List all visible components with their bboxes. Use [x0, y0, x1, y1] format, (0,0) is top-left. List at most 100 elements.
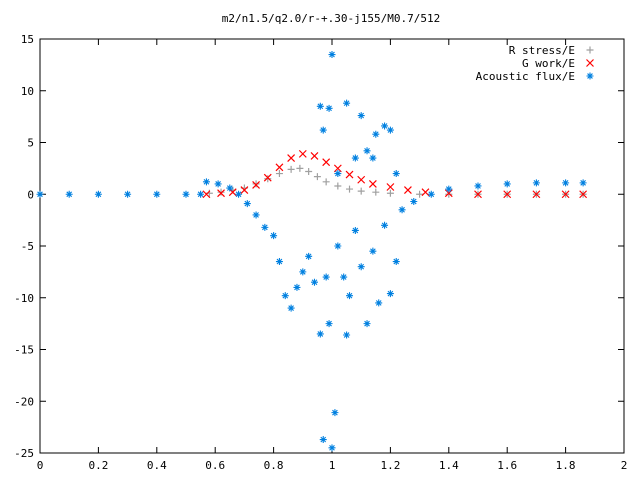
data-point: [398, 206, 406, 214]
data-point: [252, 211, 260, 219]
data-point: [357, 263, 365, 271]
data-point: [275, 170, 283, 178]
data-point: [298, 149, 307, 158]
data-point: [322, 158, 331, 167]
data-point: [386, 189, 394, 197]
data-point: [182, 190, 190, 198]
data-point: [214, 180, 222, 188]
y-tick-label: 5: [27, 137, 34, 150]
x-tick-label: 1: [329, 459, 336, 472]
data-point: [427, 190, 435, 198]
data-point: [375, 299, 383, 307]
data-point: [325, 320, 333, 328]
data-point: [474, 182, 482, 190]
data-point: [369, 247, 377, 255]
data-point: [363, 147, 371, 155]
data-point: [346, 185, 354, 193]
y-tick-label: 15: [21, 33, 34, 46]
data-point: [334, 242, 342, 250]
data-point: [386, 126, 394, 134]
axes: 0 0.2 0.4 0.6 0.8 1 1.2 1.4 1.6 1.8 2 15 10 5 0 -5 -10 -1…: [14, 33, 627, 472]
data-point: [322, 273, 330, 281]
data-point: [252, 180, 260, 188]
data-point: [252, 181, 261, 189]
data-point: [503, 190, 512, 199]
data-point: [532, 179, 540, 187]
data-point: [202, 190, 211, 199]
data-point: [579, 190, 588, 199]
data-point: [281, 292, 289, 300]
data-point: [305, 252, 313, 260]
data-point: [305, 167, 313, 175]
data-point: [275, 258, 283, 266]
y-tick-label: -10: [14, 292, 34, 305]
chart-title: m2/n1.5/q2.0/r-+.30-j155/M0.7/512: [222, 12, 441, 25]
data-point: [421, 188, 430, 197]
data-point: [381, 122, 389, 130]
data-point: [343, 331, 351, 339]
data-point: [296, 164, 304, 172]
legend-marker: [586, 72, 594, 80]
data-point: [310, 152, 319, 160]
data-point: [345, 170, 354, 179]
data-point: [334, 182, 342, 190]
data-point: [202, 178, 210, 186]
y-tick-label: -20: [14, 395, 34, 408]
data-point: [287, 154, 296, 162]
y-tick-label: 10: [21, 85, 34, 98]
x-tick-label: 0.4: [147, 459, 167, 472]
data-point: [351, 154, 359, 162]
data-point: [503, 180, 511, 188]
data-point: [36, 190, 44, 198]
y-tick-label: -5: [21, 240, 34, 253]
data-point: [368, 179, 377, 188]
data-point: [197, 190, 205, 198]
x-tick-label: 0.8: [264, 459, 284, 472]
data-point: [403, 186, 412, 195]
data-point: [445, 185, 453, 193]
x-tick-label: 1.2: [380, 459, 400, 472]
data-point: [474, 190, 482, 199]
data-point: [240, 186, 249, 195]
data-point: [217, 189, 225, 198]
series-2: [36, 51, 587, 452]
data-point: [346, 292, 354, 300]
data-point: [316, 102, 324, 110]
data-point: [65, 190, 73, 198]
data-point: [228, 188, 237, 197]
data-point: [340, 273, 348, 281]
x-tick-label: 1.8: [556, 459, 576, 472]
x-tick-label: 0.6: [205, 459, 225, 472]
data-point: [561, 190, 570, 199]
data-point: [235, 190, 243, 198]
data-point: [316, 330, 324, 338]
data-point: [261, 223, 269, 231]
data-point: [351, 226, 359, 234]
x-tick-label: 1.6: [497, 459, 517, 472]
data-point: [416, 190, 424, 198]
y-tick-label: -15: [14, 344, 34, 357]
data-point: [243, 200, 251, 208]
data-point: [372, 130, 380, 138]
legend-marker: [586, 46, 594, 54]
data-point: [334, 170, 342, 178]
data-point: [392, 170, 400, 178]
data-point: [263, 173, 272, 182]
legend-label: R stress/E: [509, 44, 575, 57]
data-point: [270, 232, 278, 240]
data-point: [386, 183, 395, 191]
data-point: [299, 268, 307, 276]
data-point: [124, 190, 132, 198]
data-point: [217, 188, 225, 196]
data-point: [293, 283, 301, 291]
x-tick-label: 1.4: [439, 459, 459, 472]
data-point: [325, 104, 333, 112]
data-point: [343, 99, 351, 107]
data-point: [328, 51, 336, 59]
data-point: [287, 165, 295, 173]
series-1: [202, 149, 588, 199]
data-point: [372, 188, 380, 196]
